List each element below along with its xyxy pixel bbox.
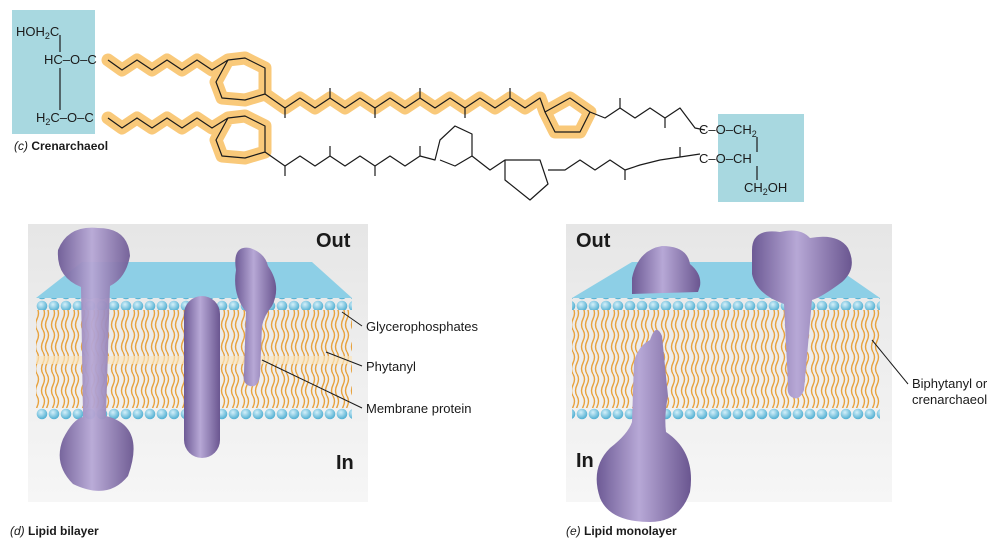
bilayer-lower-tails — [36, 360, 352, 408]
monolayer-tails — [572, 310, 880, 408]
monolayer-protein-2 — [752, 230, 852, 399]
caption-c: (c) Crenarchaeol — [14, 139, 109, 153]
left-head-row1: HOH2C — [16, 24, 60, 42]
right-head-row2: C–O–CH — [699, 151, 752, 166]
bilayer-protein-2 — [184, 296, 220, 458]
label-membrane-protein: Membrane protein — [366, 401, 472, 416]
crenarchaeol-structure — [12, 10, 804, 202]
right-glycerol-box — [718, 114, 804, 202]
monolayer-protein-1 — [632, 246, 701, 294]
label-glycerophosphates: Glycerophosphates — [366, 319, 479, 334]
caption-d: (d) Lipid bilayer — [10, 524, 99, 538]
label-biphytanyl-line2: crenarchaeol — [912, 392, 988, 407]
panel-d-out-label: Out — [316, 230, 351, 252]
panel-d-background — [28, 224, 368, 502]
left-head-row3: H2C–O–C — [36, 110, 94, 128]
panel-e-in-label: In — [576, 450, 594, 472]
label-biphytanyl-line1: Biphytanyl or — [912, 376, 988, 391]
right-head-row1: C–O–CH2 — [699, 122, 757, 140]
bilayer-protein-1 — [57, 227, 134, 491]
panel-e-background — [566, 224, 892, 502]
panel-d-in-label: In — [336, 452, 354, 474]
bilayer-top-surface — [36, 262, 352, 298]
bilayer-upper-tails — [36, 310, 352, 360]
bilayer-protein-3 — [235, 247, 277, 387]
panel-e-out-label: Out — [576, 230, 611, 252]
caption-e: (e) Lipid monolayer — [566, 524, 677, 538]
monolayer-top-surface — [572, 262, 880, 298]
left-head-row2: HC–O–C — [44, 52, 97, 67]
right-head-row3: CH2OH — [744, 180, 788, 198]
label-phytanyl: Phytanyl — [366, 359, 416, 374]
left-glycerol-box — [12, 10, 95, 134]
monolayer-protein-3 — [596, 329, 691, 522]
